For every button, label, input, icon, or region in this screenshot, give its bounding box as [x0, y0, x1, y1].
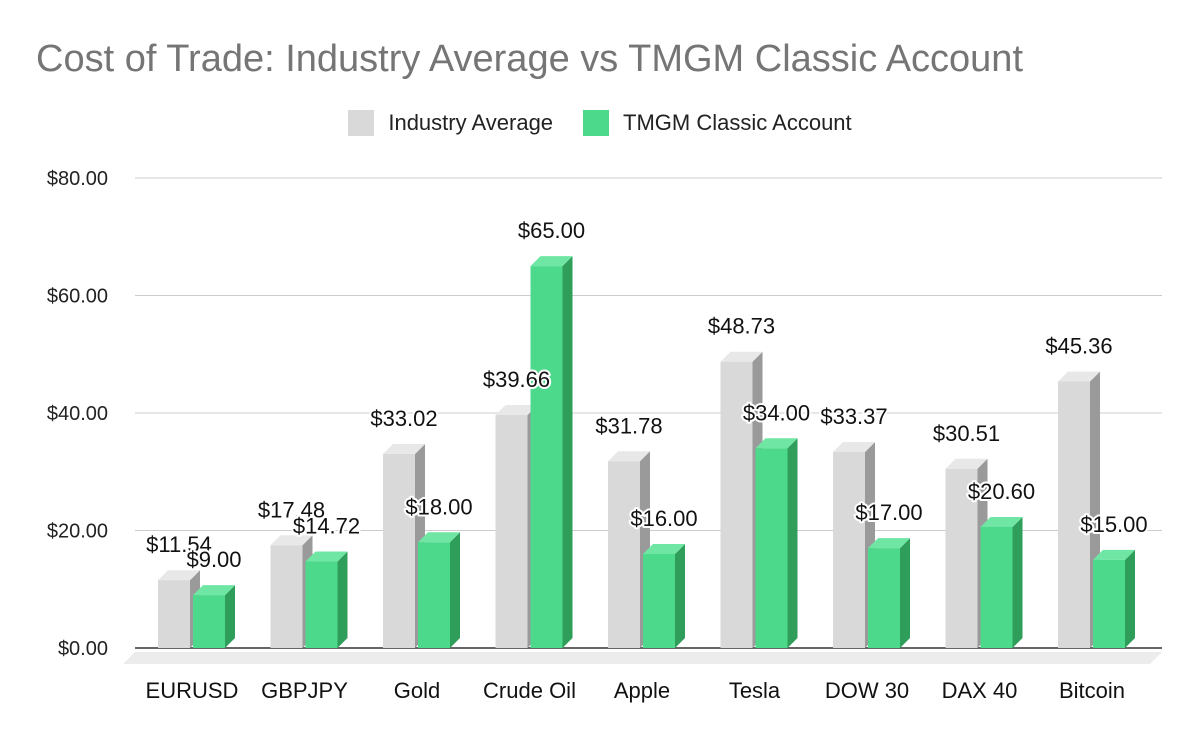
- data-label-industry-average-gbpjpy: $17.48: [258, 497, 325, 522]
- bar-tmgm-classic-account-dax-40-side: [1012, 516, 1023, 648]
- data-label-tmgm-classic-account-tesla: $34.00: [743, 400, 810, 425]
- bar-tmgm-classic-account-gbpjpy-side: [337, 551, 348, 648]
- bar-tmgm-classic-account-eurusd-side: [225, 585, 235, 648]
- bar-industry-average-tesla: [720, 361, 753, 648]
- bar-industry-average-gold-top: [383, 444, 425, 455]
- bar-industry-average-crude-oil: [495, 414, 528, 648]
- data-label-tmgm-classic-account-dax-40: $20.60: [968, 479, 1035, 504]
- data-label-tmgm-classic-account-gold: $18.00: [405, 494, 472, 519]
- legend-label-tmgm-classic-account: TMGM Classic Account: [623, 110, 852, 135]
- bar-tmgm-classic-account-dow-30-top: [868, 538, 910, 549]
- bar-industry-average-gbpjpy: [270, 545, 303, 648]
- data-label-tmgm-classic-account-crude-oil: $65.00: [518, 218, 585, 243]
- x-tick-label-dow-30: DOW 30: [825, 678, 909, 703]
- bar-industry-average-crude-oil-top: [495, 404, 538, 415]
- bar-tmgm-classic-account-apple: [643, 554, 675, 648]
- x-tick-label-eurusd: EURUSD: [146, 678, 239, 703]
- data-label-industry-average-dow-30: $33.37: [820, 404, 887, 429]
- x-tick-label-bitcoin: Bitcoin: [1059, 678, 1125, 703]
- legend-item-tmgm-classic-account: TMGM Classic Account: [583, 110, 852, 136]
- bar-tmgm-classic-account-gold-top: [418, 532, 460, 543]
- bar-industry-average-bitcoin-top: [1058, 371, 1100, 382]
- bar-industry-average-eurusd: [158, 580, 190, 648]
- bar-industry-average-gold: [383, 454, 415, 648]
- data-label-tmgm-classic-account-eurusd: $9.00: [186, 547, 241, 572]
- data-label-industry-average-dax-40: $30.51: [933, 421, 1000, 446]
- bar-tmgm-classic-account-bitcoin: [1093, 559, 1125, 648]
- bar-tmgm-classic-account-crude-oil-top: [530, 256, 573, 267]
- bar-tmgm-classic-account-tesla-side: [787, 438, 798, 648]
- bar-tmgm-classic-account-gbpjpy: [305, 561, 338, 648]
- bar-industry-average-tesla-top: [720, 351, 763, 362]
- bar-tmgm-classic-account-dax-40: [980, 526, 1013, 648]
- bar-industry-average-dow-30-top: [833, 441, 875, 452]
- data-label-industry-average-eurusd: $11.54: [146, 532, 212, 557]
- data-label-tmgm-classic-account-apple: $16.00: [630, 506, 697, 531]
- y-tick-label: $60.00: [47, 286, 108, 308]
- data-label-tmgm-classic-account-bitcoin: $15.00: [1080, 512, 1147, 537]
- x-tick-label-crude-oil: Crude Oil: [483, 678, 576, 703]
- y-tick-label: $20.00: [47, 521, 108, 543]
- bar-tmgm-classic-account-apple-side: [675, 544, 685, 648]
- bar-tmgm-classic-account-dow-30-side: [900, 538, 910, 648]
- bar-tmgm-classic-account-tesla: [755, 448, 788, 648]
- x-tick-label-gold: Gold: [394, 678, 440, 703]
- bar-tmgm-classic-account-eurusd-top: [193, 585, 235, 596]
- bar-industry-average-dax-40: [945, 468, 978, 648]
- data-label-industry-average-gold: $33.02: [370, 406, 437, 431]
- x-tick-label-apple: Apple: [614, 678, 670, 703]
- data-label-tmgm-classic-account-dow-30: $17.00: [855, 500, 922, 525]
- y-tick-label: $80.00: [47, 168, 108, 190]
- legend-swatch-industry-average: [348, 110, 375, 136]
- data-label-industry-average-bitcoin: $45.36: [1045, 334, 1112, 359]
- bar-tmgm-classic-account-apple-top: [643, 544, 685, 554]
- bar-industry-average-bitcoin: [1058, 381, 1090, 648]
- bar-tmgm-classic-account-eurusd: [193, 595, 225, 648]
- bar-tmgm-classic-account-gold-side: [450, 532, 460, 648]
- x-tick-label-tesla: Tesla: [729, 678, 781, 703]
- bar-tmgm-classic-account-gbpjpy-top: [305, 551, 348, 562]
- bar-tmgm-classic-account-dow-30: [868, 548, 900, 648]
- chart-floor: [123, 652, 1162, 664]
- data-label-industry-average-apple: $31.78: [595, 413, 662, 438]
- y-tick-label: $0.00: [58, 638, 108, 660]
- x-tick-label-dax-40: DAX 40: [942, 678, 1018, 703]
- bar-tmgm-classic-account-crude-oil-side: [562, 256, 573, 648]
- bar-industry-average-apple-top: [608, 451, 650, 462]
- bar-tmgm-classic-account-gold: [418, 542, 450, 648]
- y-tick-label: $40.00: [47, 403, 108, 425]
- data-label-industry-average-tesla: $48.73: [708, 314, 775, 339]
- legend-swatch-tmgm-classic-account: [583, 110, 610, 136]
- bar-tmgm-classic-account-tesla-top: [755, 438, 798, 449]
- chart-title: Cost of Trade: Industry Average vs TMGM …: [36, 38, 1023, 80]
- data-label-industry-average-crude-oil: $39.66: [483, 367, 550, 392]
- bar-industry-average-dow-30: [833, 451, 865, 648]
- bar-tmgm-classic-account-bitcoin-top: [1093, 549, 1135, 560]
- bar-industry-average-eurusd-top: [158, 570, 200, 581]
- legend-item-industry-average: Industry Average: [348, 110, 553, 136]
- data-label-tmgm-classic-account-gbpjpy: $14.72: [293, 514, 360, 539]
- bar-industry-average-apple: [608, 461, 640, 648]
- bar-industry-average-dax-40-top: [945, 458, 988, 469]
- bar-tmgm-classic-account-crude-oil: [530, 266, 563, 648]
- legend-label-industry-average: Industry Average: [388, 110, 554, 135]
- bar-tmgm-classic-account-bitcoin-side: [1125, 549, 1135, 648]
- bar-industry-average-gbpjpy-top: [270, 535, 313, 546]
- x-tick-label-gbpjpy: GBPJPY: [261, 678, 348, 703]
- chart-legend: Industry Average TMGM Classic Account: [0, 110, 1200, 136]
- bar-tmgm-classic-account-dax-40-top: [980, 516, 1023, 527]
